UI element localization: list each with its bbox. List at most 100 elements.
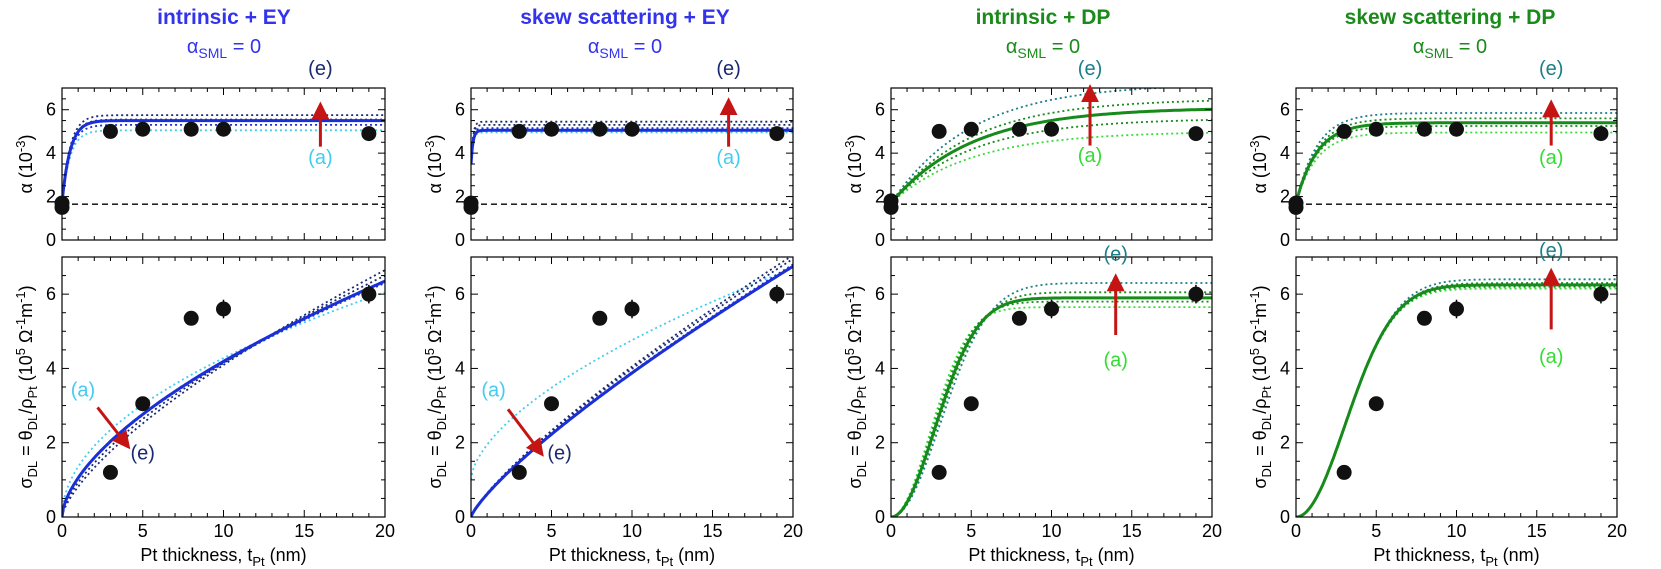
label-a: (a) (71, 379, 95, 401)
variant-curve-1 (891, 306, 1212, 517)
label-e: (e) (716, 58, 740, 80)
label-e: (e) (131, 442, 155, 464)
data-point-3 (511, 123, 527, 139)
y-axis-label: α (10-3) (13, 135, 36, 194)
ticks (890, 256, 1213, 518)
y-tick-label: 4 (46, 143, 56, 163)
y-tick-label: 6 (46, 100, 56, 120)
panel-3-title: intrinsic + DP (976, 6, 1111, 29)
y-tick-label: 0 (875, 230, 885, 250)
y-tick-label: 0 (455, 507, 465, 527)
y-tick-label: 0 (455, 230, 465, 250)
x-tick-label: 5 (966, 521, 976, 541)
ticks (61, 256, 386, 518)
y-tick-label: 4 (455, 143, 465, 163)
label-e: (e) (1103, 244, 1127, 266)
subplot-3-bottom: 0 2 4 6 0 5 10 15 20 Pt thickness, tPt (nm) σDL = … (842, 244, 1222, 569)
variant-curve-2 (1296, 285, 1617, 517)
data-point-7 (361, 126, 377, 142)
ticks (1295, 256, 1618, 518)
x-tick-label: 10 (1041, 521, 1061, 541)
label-e: (e) (1539, 240, 1563, 262)
curves (891, 88, 1212, 205)
variant-curve-4 (891, 282, 1212, 517)
variant-curve-2 (62, 282, 385, 517)
x-tick-label: 5 (138, 521, 148, 541)
panel-4-subtitle: αSML = 0 (1413, 36, 1487, 61)
y-tick-label: 2 (875, 433, 885, 453)
data-points (931, 284, 1204, 480)
fit-curve (891, 296, 1212, 517)
variant-curve-3 (891, 291, 1212, 517)
data-point-7 (769, 126, 785, 142)
y-tick-label: 6 (875, 284, 885, 304)
data-point-4 (624, 301, 640, 317)
x-tick-label: 0 (57, 521, 67, 541)
ticks (470, 256, 794, 518)
data-point-5 (1011, 121, 1027, 137)
variant-curve-1 (62, 291, 385, 517)
annotation: (a) (e) (71, 379, 155, 464)
fit-curve (62, 119, 385, 204)
x-tick-label: 20 (783, 521, 803, 541)
data-point-4 (544, 121, 559, 137)
data-points (54, 121, 377, 215)
y-tick-label: 6 (1280, 100, 1290, 120)
data-point-4 (216, 301, 231, 317)
y-tick-label: 2 (1280, 187, 1290, 207)
label-e-background (286, 58, 355, 81)
fit-curve (891, 107, 1212, 205)
data-point-5 (1593, 286, 1609, 302)
variant-curve-1 (62, 129, 385, 204)
ticks (1295, 87, 1618, 241)
subplot-4-top: 0 2 4 6 α (10-3) (a) (e) (1247, 58, 1618, 250)
annotation: (a) (e) (694, 58, 763, 169)
subplot-4-bottom: 0 2 4 6 0 5 10 15 20 Pt thickness, tPt (nm) σDL = … (1247, 240, 1627, 569)
label-e-background (694, 58, 763, 81)
data-points (883, 121, 1204, 215)
y-tick-label: 6 (455, 100, 465, 120)
panel-4-title: skew scattering + DP (1345, 6, 1556, 29)
y-tick-label: 2 (455, 433, 465, 453)
y-tick-label: 6 (46, 284, 56, 304)
curves (1296, 278, 1617, 517)
y-tick-label: 0 (1280, 230, 1290, 250)
label-a: (a) (1103, 350, 1127, 372)
label-a: (a) (481, 379, 505, 401)
y-tick-label: 4 (455, 358, 465, 378)
x-axis-label: Pt thickness, tPt (nm) (968, 545, 1134, 569)
label-e-background (1517, 58, 1586, 81)
annotation: (a) (e) (1103, 244, 1127, 372)
annotation: (a) (e) (1539, 240, 1563, 368)
panel-2-title: skew scattering + EY (520, 6, 730, 29)
data-point-2 (135, 396, 151, 412)
y-tick-label: 4 (1280, 143, 1290, 163)
y-axis-label: α (10-3) (422, 135, 445, 194)
x-tick-label: 10 (622, 521, 642, 541)
subplot-1-top: 0 2 4 6 α (10-3) (a) (e) (13, 58, 386, 250)
y-axis-label: α (10-3) (842, 135, 865, 194)
y-axis-label: σDL = θDL/ρPt (105 Ω-1m-1) (842, 285, 869, 488)
trend-arrow (96, 406, 131, 450)
subplot-3-top: 0 2 4 6 α (10-3) (a) (e) (842, 58, 1213, 250)
label-a: (a) (308, 147, 332, 169)
data-point-5 (361, 286, 377, 302)
data-point-2 (463, 195, 479, 211)
label-e: (e) (547, 442, 571, 464)
data-point-3 (1416, 310, 1432, 326)
annotation: (a) (e) (1517, 58, 1586, 169)
y-axis-label: σDL = θDL/ρPt (105 Ω-1m-1) (1247, 285, 1274, 488)
x-tick-label: 20 (1202, 521, 1222, 541)
y-axis-label: α (10-3) (1247, 135, 1270, 194)
y-axis-label: σDL = θDL/ρPt (105 Ω-1m-1) (13, 285, 40, 488)
data-point-1 (1336, 464, 1352, 480)
variant-curve-4 (62, 269, 385, 517)
data-point-2 (883, 193, 899, 209)
variant-curve-4 (891, 88, 1177, 204)
panel-1-title: intrinsic + EY (157, 6, 291, 29)
x-tick-label: 5 (546, 521, 556, 541)
data-point-4 (1449, 301, 1464, 317)
y-tick-label: 2 (875, 187, 885, 207)
